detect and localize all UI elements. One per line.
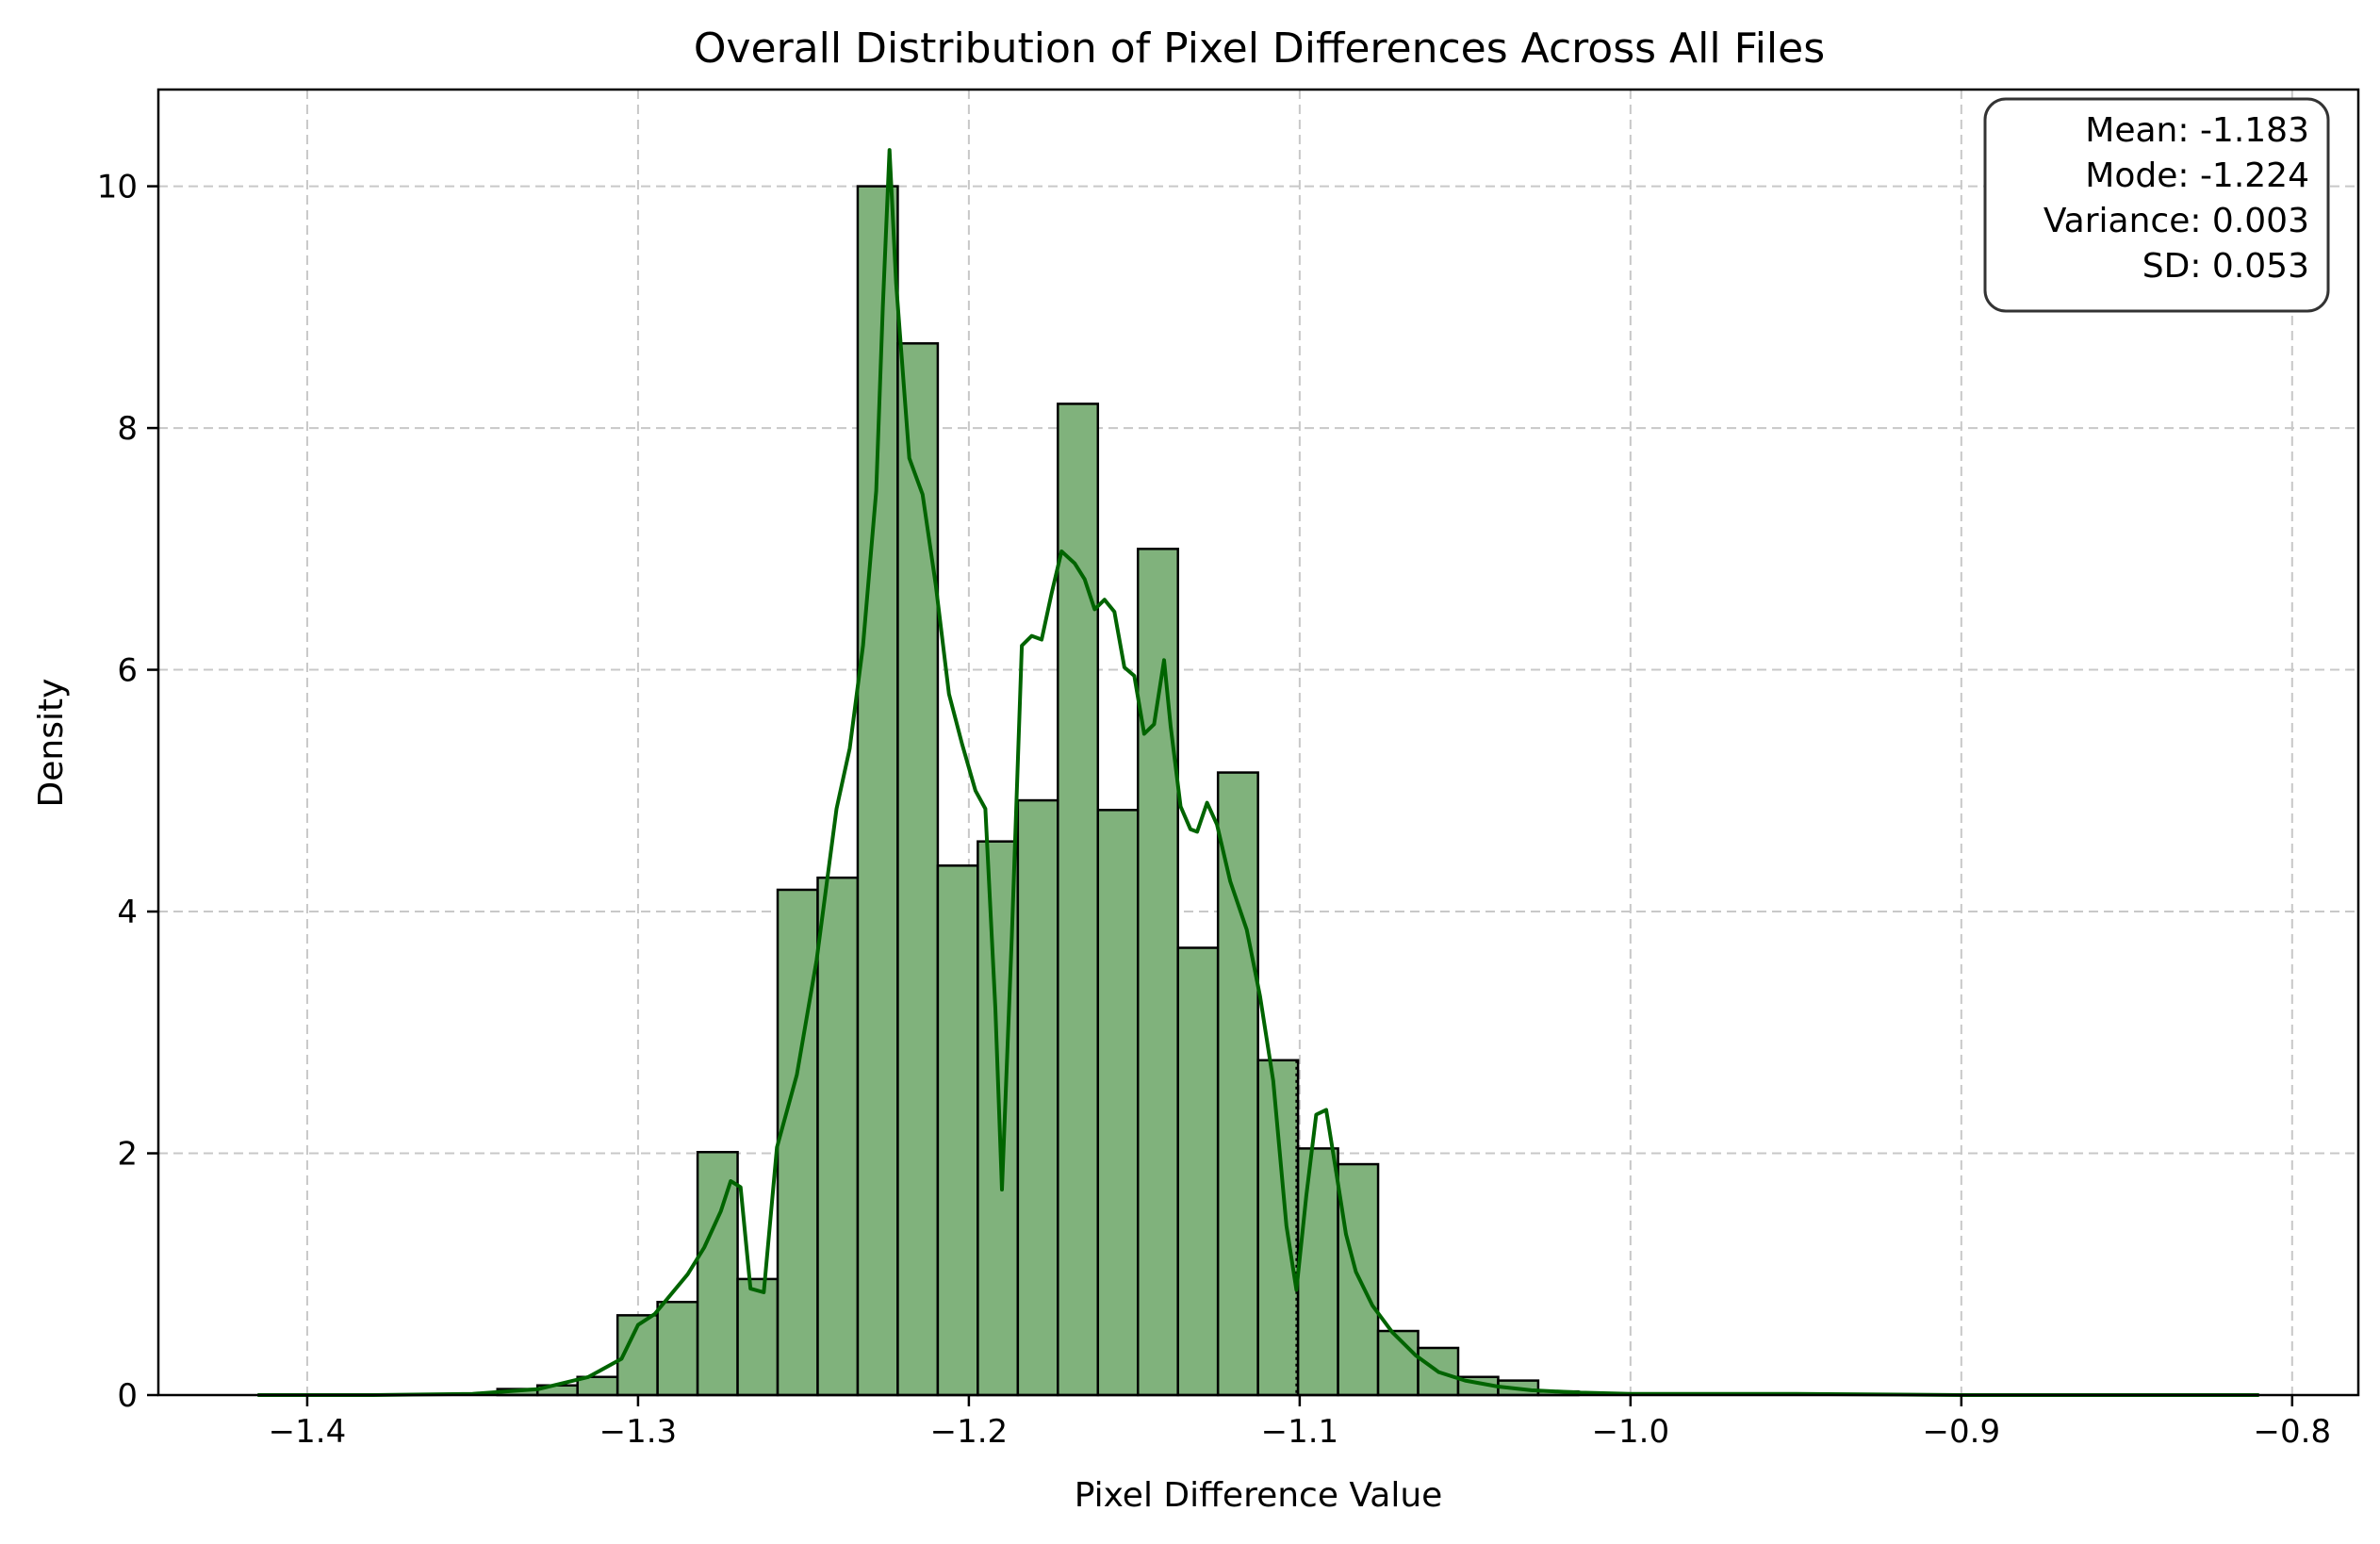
histogram-bar-17 [1176, 946, 1220, 1397]
histogram-bar-19 [1256, 1059, 1300, 1397]
y-tick-label-3: 6 [117, 652, 138, 690]
histogram-bar-16 [1136, 548, 1179, 1397]
histogram-bar-4 [656, 1301, 699, 1397]
histogram-bar-11 [936, 864, 979, 1397]
kde-curve [257, 148, 2259, 1397]
stats-sd: SD: 0.053 [2142, 247, 2309, 286]
y-tick-label-0: 0 [117, 1377, 138, 1415]
y-axis-label: Density [32, 679, 71, 808]
y-tick-label-1: 2 [117, 1136, 138, 1174]
histogram-bar-8 [816, 876, 860, 1397]
y-tick-label-2: 4 [117, 894, 138, 931]
stats-mode: Mode: -1.224 [2085, 156, 2309, 195]
histogram-bar-13 [1016, 798, 1059, 1397]
histogram-bar-21 [1337, 1162, 1380, 1397]
histogram-bar-9 [856, 185, 899, 1397]
chart-title: Overall Distribution of Pixel Difference… [694, 25, 1825, 73]
histogram-bar-10 [896, 342, 940, 1397]
stats-box-frame [1983, 97, 2330, 313]
histogram-bar-18 [1216, 771, 1259, 1397]
stats-variance: Variance: 0.003 [2044, 202, 2309, 240]
histogram-bars [496, 185, 1580, 1397]
histogram-bar-6 [736, 1277, 780, 1397]
histogram-bar-15 [1096, 809, 1140, 1397]
x-tick-label-0: −1.4 [269, 1413, 347, 1451]
x-tick-label-4: −1.0 [1592, 1413, 1670, 1451]
x-axis-label: Pixel Difference Value [1075, 1476, 1443, 1515]
x-tick-label-1: −1.3 [599, 1413, 678, 1451]
histogram-bar-7 [776, 888, 819, 1397]
y-tick-label-4: 8 [117, 410, 138, 448]
x-tick-label-2: −1.2 [930, 1413, 1009, 1451]
histogram-bar-20 [1296, 1147, 1339, 1397]
stats-mean: Mean: -1.183 [2085, 111, 2309, 150]
histogram-bar-5 [696, 1150, 739, 1397]
kde-line [257, 148, 2259, 1397]
y-axis-ticks: 0 2 4 6 8 10 [97, 169, 158, 1415]
x-tick-label-6: −0.8 [2254, 1413, 2332, 1451]
y-tick-label-5: 10 [97, 169, 138, 206]
plot-frame [156, 88, 2360, 1397]
stats-box: Mean: -1.183 Mode: -1.224 Variance: 0.00… [1983, 97, 2330, 313]
x-axis-ticks: −1.4 −1.3 −1.2 −1.1 −1.0 −0.9 −0.8 [269, 1395, 2331, 1451]
x-tick-label-5: −0.9 [1923, 1413, 2001, 1451]
x-tick-label-3: −1.1 [1261, 1413, 1339, 1451]
